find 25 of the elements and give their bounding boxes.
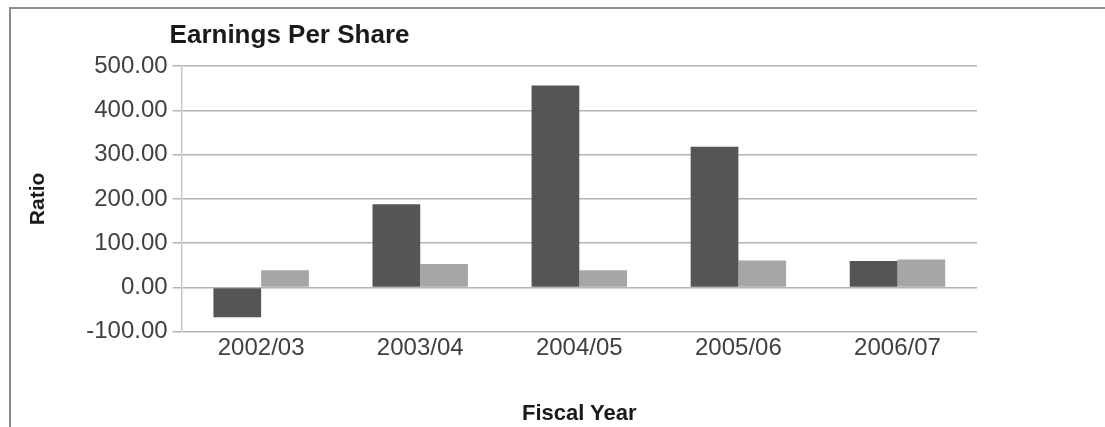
y-axis-title: Ratio <box>25 172 49 226</box>
y-tick-label: 400.00 <box>94 94 168 122</box>
y-tick-label: 100.00 <box>94 227 168 255</box>
x-tick-label: 2003/04 <box>376 332 464 360</box>
x-tick-label: 2006/07 <box>854 332 941 360</box>
bar <box>579 270 628 287</box>
bar <box>420 264 468 287</box>
bar <box>261 270 309 287</box>
bar <box>897 259 946 287</box>
bar <box>531 85 580 287</box>
y-tick-label: 300.00 <box>94 139 168 167</box>
chart-title: Earnings Per Share <box>169 19 410 50</box>
bar <box>738 260 787 287</box>
y-tick-label: 0.00 <box>120 272 168 300</box>
x-tick-label: 2005/06 <box>695 332 782 360</box>
bar <box>690 146 739 287</box>
x-axis-title: Fiscal Year <box>522 399 638 425</box>
x-tick-label: 2004/05 <box>535 332 623 360</box>
x-tick-label: 2002/03 <box>217 332 305 360</box>
y-tick-label: 500.00 <box>94 50 168 78</box>
bar <box>849 260 898 287</box>
y-tick-label: -100.00 <box>86 316 168 344</box>
bar <box>372 204 421 287</box>
y-tick-label: 200.00 <box>94 183 168 211</box>
bar <box>213 288 262 318</box>
